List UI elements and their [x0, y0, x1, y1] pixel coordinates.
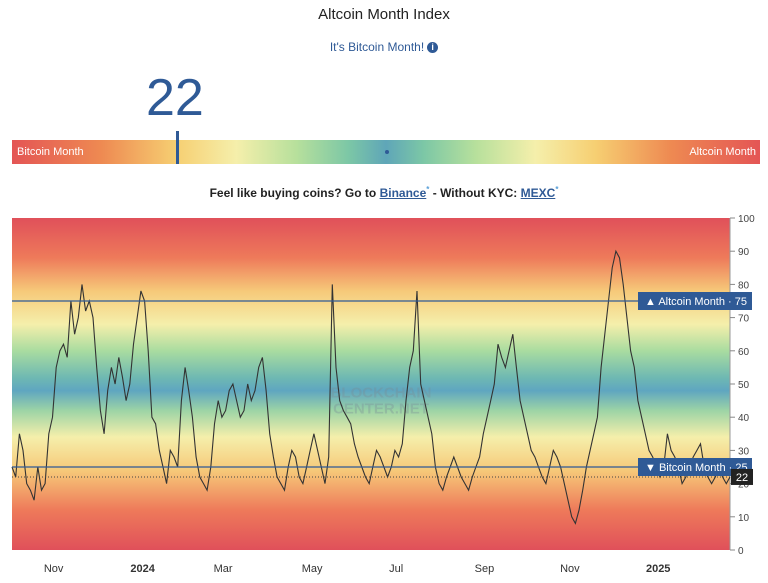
threshold-label: ▲ Altcoin Month · 75 [645, 296, 747, 308]
index-series-line [11, 249, 731, 525]
status-subtitle-text: It's Bitcoin Month! [329, 40, 425, 54]
status-subtitle[interactable]: It's Bitcoin Month! i [0, 40, 768, 54]
index-marker [176, 131, 179, 164]
threshold-label-box [638, 292, 752, 310]
x-tick-label: 2024 [130, 563, 155, 575]
y-tick-label: 40 [738, 413, 750, 424]
y-tick-label: 10 [738, 513, 750, 524]
scale-center-dot [385, 150, 389, 154]
y-tick-label: 70 [738, 314, 750, 325]
binance-sup: * [426, 185, 430, 194]
info-icon[interactable]: i [427, 42, 439, 54]
page-title: Altcoin Month Index [318, 6, 450, 23]
promo-middle: - Without KYC: [432, 186, 518, 200]
y-tick-label: 60 [738, 347, 750, 358]
chart-background [12, 218, 730, 550]
watermark: BLOCKCHAIN CENTER.NET [331, 384, 432, 417]
scale-left-label: Bitcoin Month [17, 146, 84, 158]
watermark-line: BLOCKCHAIN [331, 384, 432, 401]
index-chart[interactable]: 0 10 20 30 40 50 60 70 80 90 100 BLOCKCHAIN CENTER.N… [0, 214, 768, 578]
current-value-label: 22 [736, 472, 748, 484]
y-tick-label: 30 [738, 446, 750, 457]
threshold-label-box [638, 458, 752, 476]
x-tick-label: Nov [560, 563, 580, 575]
y-tick-label: 50 [738, 380, 750, 391]
y-tick-label: 20 [738, 480, 750, 491]
x-tick-label: 2025 [646, 563, 670, 575]
y-tick-label: 80 [738, 280, 750, 291]
threshold-label: ▼ Bitcoin Month · 25 [645, 462, 748, 474]
promo-prefix: Feel like buying coins? Go to [209, 186, 377, 200]
y-tick-label: 0 [738, 546, 744, 557]
chart-container: 0 10 20 30 40 50 60 70 80 90 100 BLOCKCHAIN CENTER.N… [0, 214, 768, 578]
y-tick-label: 100 [738, 214, 755, 225]
x-tick-label: Sep [475, 563, 495, 575]
index-value: 22 [146, 69, 204, 127]
mexc-sup: * [555, 185, 559, 194]
mexc-link[interactable]: MEXC [520, 186, 556, 200]
x-tick-label: May [302, 563, 323, 575]
x-tick-label: Mar [214, 563, 233, 575]
scale-right-label: Altcoin Month [689, 146, 756, 158]
current-value-box [731, 468, 753, 485]
binance-link[interactable]: Binance [379, 186, 427, 200]
watermark-line: CENTER.NET [333, 400, 429, 417]
x-tick-label: Nov [44, 563, 64, 575]
x-tick-label: Jul [389, 563, 403, 575]
promo-line: Feel like buying coins? Go to Binance* -… [0, 185, 768, 200]
y-tick-label: 90 [738, 247, 750, 258]
